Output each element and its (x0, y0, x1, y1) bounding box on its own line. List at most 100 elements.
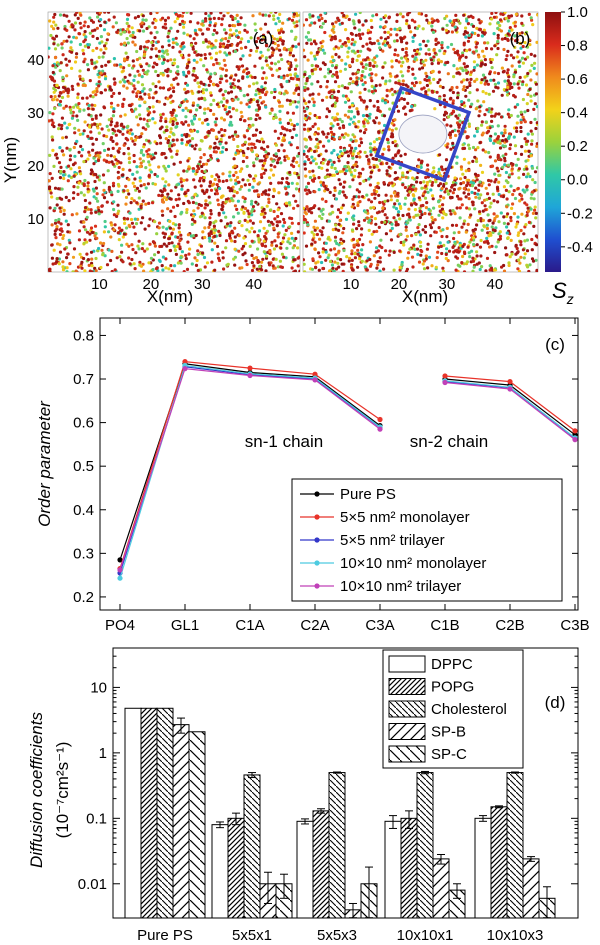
lipid-dot (99, 71, 103, 75)
lipid-dot (382, 181, 386, 185)
lipid-dot (387, 165, 391, 169)
lipid-dot (185, 83, 190, 87)
lipid-dot (344, 44, 348, 48)
lipid-dot (147, 139, 151, 143)
lipid-dot (143, 249, 147, 253)
lipid-dot (252, 161, 256, 165)
lipid-dot (89, 226, 94, 230)
lipid-dot (85, 96, 89, 100)
lipid-dot (440, 165, 444, 169)
lipid-dot (83, 269, 87, 272)
lipid-dot (454, 133, 458, 138)
lipid-dot (254, 256, 258, 260)
lipid-dot (91, 20, 95, 24)
lipid-dot (314, 261, 318, 265)
lipid-dot (266, 30, 270, 34)
lipid-dot (104, 41, 108, 45)
lipid-dot (525, 175, 529, 179)
lipid-dot (498, 237, 502, 241)
lipid-dot (51, 262, 55, 266)
lipid-dot (473, 134, 477, 138)
lipid-dot (304, 18, 309, 22)
lipid-dot (154, 69, 158, 74)
lipid-dot (256, 234, 260, 238)
lipid-dot (534, 216, 538, 220)
lipid-dot (132, 199, 136, 203)
lipid-dot (122, 66, 126, 70)
lipid-dot (356, 49, 360, 54)
lipid-dot (372, 147, 376, 152)
lipid-dot (58, 250, 63, 254)
lipid-dot (118, 80, 122, 84)
lipid-dot (62, 208, 66, 212)
lipid-dot (86, 187, 90, 191)
lipid-dot (269, 12, 273, 14)
lipid-dot (128, 103, 132, 107)
lipid-dot (480, 170, 485, 174)
lipid-dot (281, 236, 286, 240)
lipid-dot (76, 118, 80, 122)
lipid-dot (404, 225, 408, 229)
lipid-dot (231, 15, 235, 19)
lipid-dot (209, 188, 214, 192)
lipid-dot (473, 172, 478, 176)
lipid-dot (149, 12, 153, 16)
lipid-dot (387, 148, 391, 152)
lipid-dot (216, 252, 220, 256)
lipid-dot (310, 230, 314, 234)
lipid-dot (203, 56, 208, 60)
lipid-dot (50, 24, 54, 28)
lipid-dot (332, 30, 336, 34)
lipid-dot (377, 121, 381, 125)
lipid-dot (313, 228, 317, 232)
lipid-dot (196, 21, 200, 25)
lipid-dot (248, 219, 252, 223)
lipid-dot (513, 105, 517, 109)
lipid-dot (313, 176, 317, 181)
lipid-dot (414, 187, 418, 191)
lipid-dot (471, 15, 475, 20)
lipid-dot (466, 245, 470, 249)
lipid-dot (351, 57, 355, 61)
lipid-dot (199, 139, 203, 143)
lipid-dot (426, 242, 430, 246)
lipid-dot (457, 250, 461, 254)
lipid-dot (296, 154, 300, 158)
lipid-dot (334, 52, 338, 57)
lipid-dot (251, 221, 255, 225)
lipid-dot (351, 237, 356, 241)
lipid-dot (247, 84, 251, 88)
lipid-dot (144, 166, 148, 170)
lipid-dot (303, 270, 307, 272)
lipid-dot (517, 167, 522, 171)
lipid-dot (325, 95, 329, 99)
lipid-dot (154, 90, 158, 94)
lipid-dot (111, 139, 115, 143)
lipid-dot (214, 39, 218, 43)
lipid-dot (107, 12, 111, 14)
lipid-dot (66, 179, 70, 183)
lipid-dot (162, 58, 166, 62)
lipid-dot (55, 197, 59, 201)
lipid-dot (187, 58, 191, 62)
lipid-dot (303, 162, 307, 166)
lipid-dot (261, 76, 265, 80)
lipid-dot (490, 12, 494, 15)
lipid-dot (52, 97, 56, 102)
lipid-dot (196, 103, 200, 107)
lipid-dot (237, 79, 241, 83)
lipid-dot (510, 172, 514, 176)
lipid-dot (209, 93, 213, 97)
lipid-dot (355, 239, 360, 243)
lipid-dot (438, 49, 442, 53)
lipid-dot (272, 209, 276, 214)
lipid-dot (289, 65, 293, 69)
lipid-dot (239, 16, 243, 20)
lipid-dot (194, 201, 198, 205)
lipid-dot (272, 116, 276, 121)
lipid-dot (126, 217, 130, 221)
lipid-dot (276, 235, 280, 239)
lipid-dot (264, 168, 268, 172)
lipid-dot (431, 90, 435, 94)
lipid-dot (403, 105, 407, 109)
